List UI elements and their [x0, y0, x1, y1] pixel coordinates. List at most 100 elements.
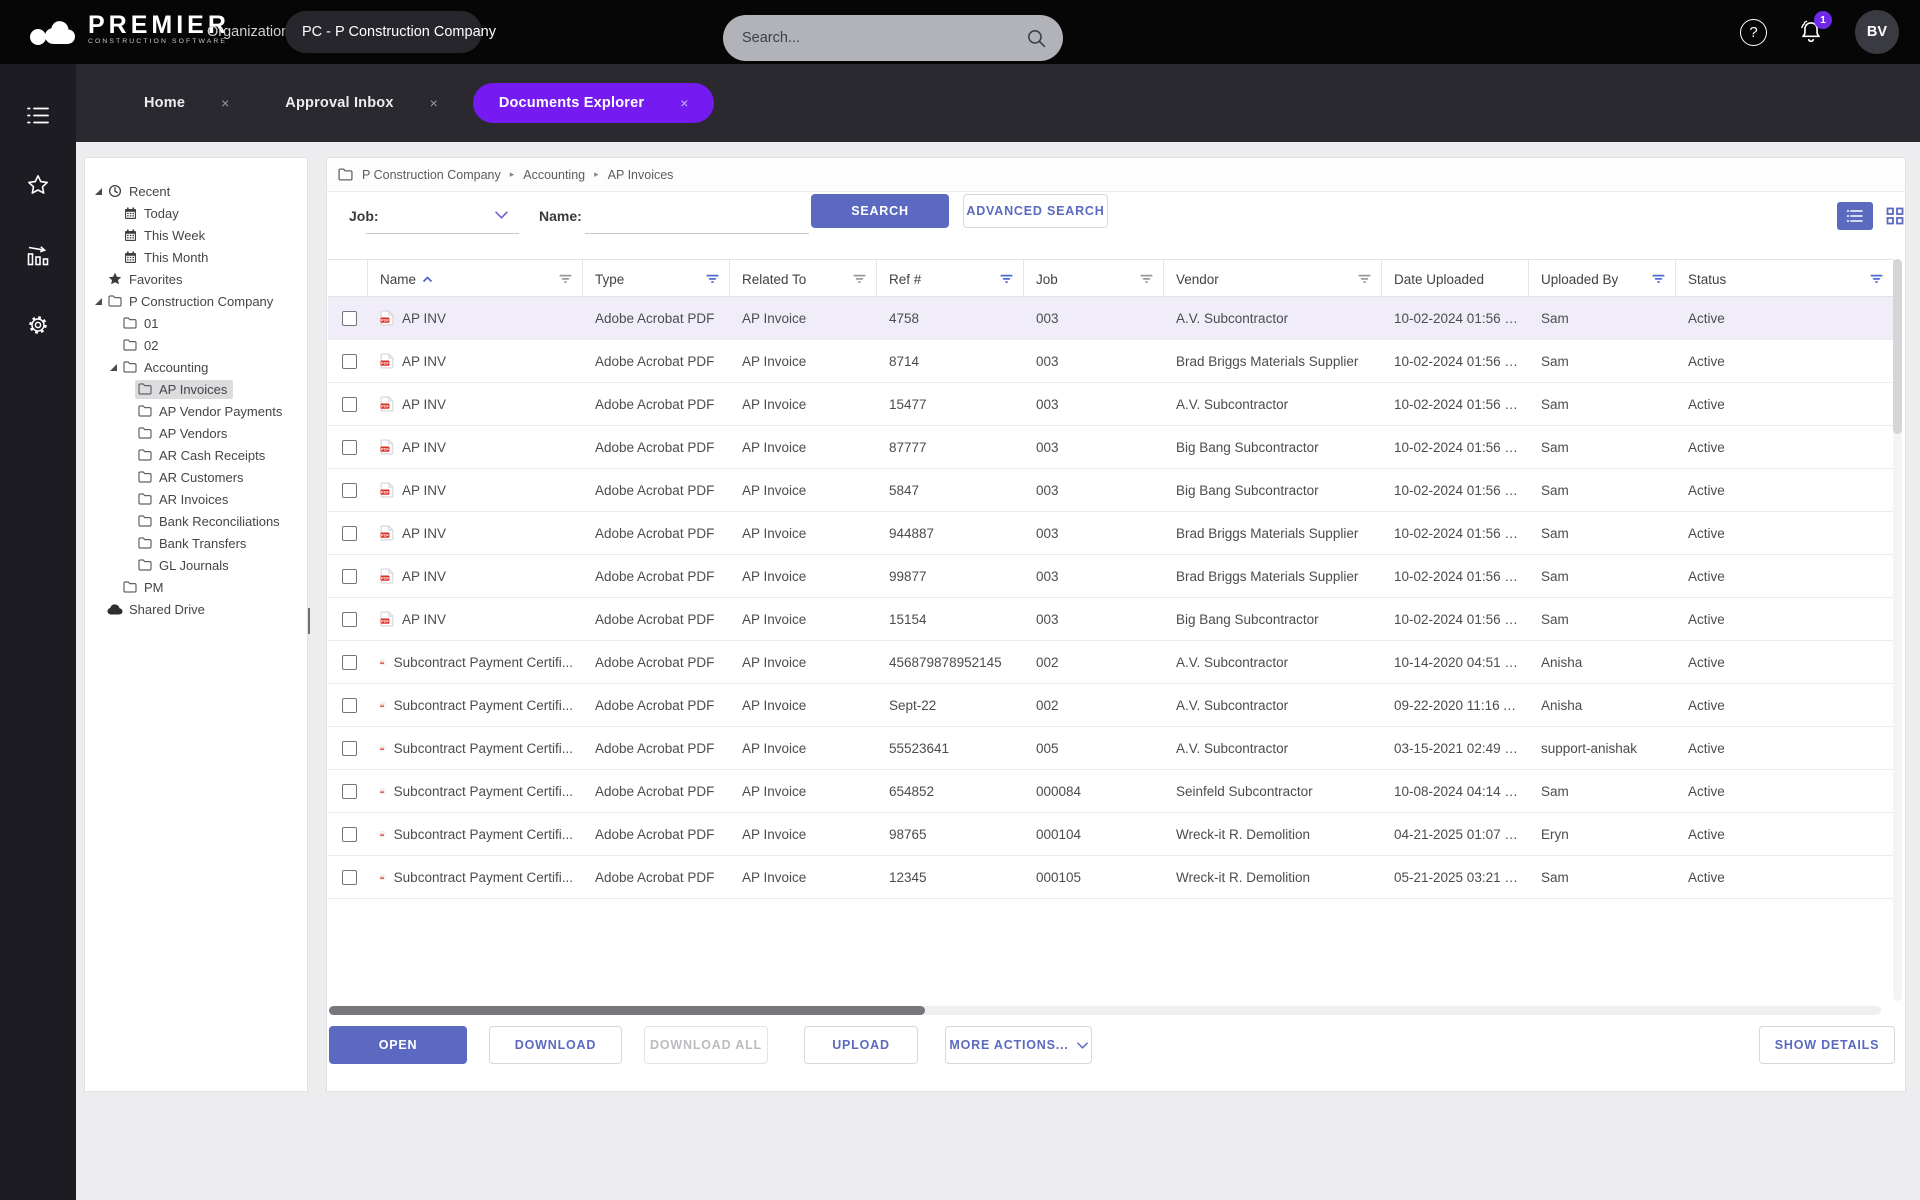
row-checkbox[interactable]: [341, 568, 357, 584]
filter-icon[interactable]: [1870, 274, 1883, 284]
table-row[interactable]: PDF AP INV Adobe Acrobat PDF AP Invoice 9448…: [328, 512, 1894, 555]
tree-item-ap-vendors[interactable]: AP Vendors: [85, 422, 307, 444]
breadcrumb-item[interactable]: Accounting: [523, 167, 586, 182]
table-row[interactable]: PDF AP INV Adobe Acrobat PDF AP Invoice 8714…: [328, 340, 1894, 383]
breadcrumb-item[interactable]: AP Invoices: [607, 167, 674, 182]
tab-close-icon[interactable]: ×: [680, 95, 689, 111]
filter-icon[interactable]: [706, 274, 719, 284]
job-filter-input[interactable]: [367, 208, 493, 232]
tree-item-favorites[interactable]: Favorites: [85, 268, 307, 290]
star-icon[interactable]: [25, 172, 51, 198]
table-row[interactable]: PDF AP INV Adobe Acrobat PDF AP Invoice 1515…: [328, 598, 1894, 641]
job-dropdown-chevron-icon[interactable]: [495, 211, 508, 219]
open-button[interactable]: OPEN: [329, 1026, 467, 1064]
tree-item-ar-invoices[interactable]: AR Invoices: [85, 488, 307, 510]
organization-select[interactable]: PC - P Construction Company: [285, 11, 496, 53]
column-header-ref-[interactable]: Ref #: [877, 260, 1024, 298]
splitter-handle[interactable]: [308, 608, 310, 634]
list-view-toggle-icon[interactable]: [1837, 202, 1873, 230]
grid-view-toggle-icon[interactable]: [1881, 202, 1909, 230]
global-search-input[interactable]: [742, 30, 1026, 46]
row-checkbox[interactable]: [341, 697, 357, 713]
row-checkbox[interactable]: [341, 439, 357, 455]
table-row[interactable]: PDF Subcontract Payment Certifi... Adobe A…: [328, 770, 1894, 813]
tree-expand-caret-icon[interactable]: [106, 363, 120, 371]
tree-item-02[interactable]: 02: [85, 334, 307, 356]
tab-approval-inbox[interactable]: Approval Inbox ×: [264, 83, 459, 123]
tab-home[interactable]: Home ×: [123, 83, 250, 123]
table-row[interactable]: PDF Subcontract Payment Certifi... Adobe A…: [328, 641, 1894, 684]
row-checkbox[interactable]: [341, 783, 357, 799]
column-header-uploaded-by[interactable]: Uploaded By: [1529, 260, 1676, 298]
column-header-name[interactable]: Name: [368, 260, 583, 298]
notifications-button[interactable]: 1: [1797, 11, 1832, 46]
tree-item-ap-vendor-payments[interactable]: AP Vendor Payments: [85, 400, 307, 422]
column-header-date-uploaded[interactable]: Date Uploaded: [1382, 260, 1529, 298]
row-checkbox[interactable]: [341, 869, 357, 885]
row-checkbox[interactable]: [341, 482, 357, 498]
more-actions--button[interactable]: MORE ACTIONS...: [945, 1026, 1092, 1064]
tree-item-today[interactable]: Today: [85, 202, 307, 224]
table-row[interactable]: PDF AP INV Adobe Acrobat PDF AP Invoice 1547…: [328, 383, 1894, 426]
row-checkbox[interactable]: [341, 310, 357, 326]
upload-button[interactable]: UPLOAD: [804, 1026, 918, 1064]
avatar[interactable]: BV: [1855, 10, 1899, 54]
column-header-related-to[interactable]: Related To: [730, 260, 877, 298]
tree-expand-caret-icon[interactable]: [91, 187, 105, 195]
vertical-scrollbar-thumb[interactable]: [1893, 259, 1902, 434]
table-row[interactable]: PDF AP INV Adobe Acrobat PDF AP Invoice 8777…: [328, 426, 1894, 469]
row-checkbox[interactable]: [341, 525, 357, 541]
filter-icon[interactable]: [1358, 274, 1371, 284]
row-checkbox[interactable]: [341, 654, 357, 670]
table-row[interactable]: PDF Subcontract Payment Certifi... Adobe A…: [328, 727, 1894, 770]
tree-item-pm[interactable]: PM: [85, 576, 307, 598]
name-filter-input[interactable]: [587, 208, 807, 232]
filter-icon[interactable]: [1652, 274, 1665, 284]
tree-item-accounting[interactable]: Accounting: [85, 356, 307, 378]
tree-item-this-week[interactable]: This Week: [85, 224, 307, 246]
row-checkbox[interactable]: [341, 353, 357, 369]
column-header-status[interactable]: Status: [1676, 260, 1894, 298]
tree-item-shared-drive[interactable]: Shared Drive: [85, 598, 307, 620]
tree-item-bank-transfers[interactable]: Bank Transfers: [85, 532, 307, 554]
table-row[interactable]: PDF Subcontract Payment Certifi... Adobe A…: [328, 684, 1894, 727]
tab-documents-explorer[interactable]: Documents Explorer ×: [472, 83, 715, 123]
tree-item-ar-customers[interactable]: AR Customers: [85, 466, 307, 488]
download-all-button[interactable]: DOWNLOAD ALL: [644, 1026, 768, 1064]
row-checkbox[interactable]: [341, 396, 357, 412]
search-button[interactable]: SEARCH: [811, 194, 949, 228]
search-icon[interactable]: [1026, 28, 1047, 49]
table-row[interactable]: PDF AP INV Adobe Acrobat PDF AP Invoice 9987…: [328, 555, 1894, 598]
table-row[interactable]: PDF Subcontract Payment Certifi... Adobe A…: [328, 856, 1894, 899]
table-row[interactable]: PDF AP INV Adobe Acrobat PDF AP Invoice 4758…: [328, 297, 1894, 340]
tree-item-01[interactable]: 01: [85, 312, 307, 334]
filter-icon[interactable]: [853, 274, 866, 284]
tree-item-bank-reconciliations[interactable]: Bank Reconciliations: [85, 510, 307, 532]
menu-list-icon[interactable]: [25, 102, 51, 128]
horizontal-scrollbar-thumb[interactable]: [329, 1006, 925, 1015]
show-details-button[interactable]: SHOW DETAILS: [1759, 1026, 1895, 1064]
filter-icon[interactable]: [1140, 274, 1153, 284]
tree-item-recent[interactable]: Recent: [85, 180, 307, 202]
tree-item-this-month[interactable]: This Month: [85, 246, 307, 268]
table-row[interactable]: PDF AP INV Adobe Acrobat PDF AP Invoice 5847…: [328, 469, 1894, 512]
filter-icon[interactable]: [1000, 274, 1013, 284]
breadcrumb-item[interactable]: P Construction Company: [362, 167, 501, 182]
advanced-search-button[interactable]: ADVANCED SEARCH: [963, 194, 1108, 228]
filter-icon[interactable]: [559, 274, 572, 284]
tree-item-gl-journals[interactable]: GL Journals: [85, 554, 307, 576]
row-checkbox[interactable]: [341, 740, 357, 756]
tab-close-icon[interactable]: ×: [429, 95, 438, 111]
tree-item-ar-cash-receipts[interactable]: AR Cash Receipts: [85, 444, 307, 466]
column-header-type[interactable]: Type: [583, 260, 730, 298]
table-row[interactable]: PDF Subcontract Payment Certifi... Adobe A…: [328, 813, 1894, 856]
download-button[interactable]: DOWNLOAD: [489, 1026, 622, 1064]
row-checkbox[interactable]: [341, 826, 357, 842]
tab-close-icon[interactable]: ×: [221, 95, 230, 111]
column-header-vendor[interactable]: Vendor: [1164, 260, 1382, 298]
row-checkbox[interactable]: [341, 611, 357, 627]
tree-item-ap-invoices[interactable]: AP Invoices: [85, 378, 307, 400]
tree-item-p-construction-company[interactable]: P Construction Company: [85, 290, 307, 312]
help-icon[interactable]: ?: [1740, 18, 1767, 46]
tree-expand-caret-icon[interactable]: [91, 297, 105, 305]
